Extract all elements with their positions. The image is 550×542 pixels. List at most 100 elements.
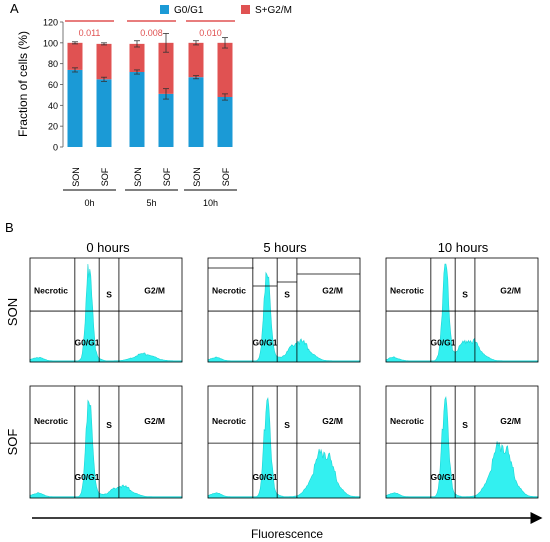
error-bar: [222, 37, 228, 49]
gate-label-necrotic: Necrotic: [390, 285, 424, 295]
bar-sg2m: [158, 42, 174, 94]
bar-sg2m: [96, 43, 112, 80]
gate-label-necrotic: Necrotic: [390, 416, 424, 426]
bar-g0g1: [217, 97, 233, 147]
gate-label-necrotic: Necrotic: [212, 416, 246, 426]
histogram-area: [385, 263, 539, 363]
gate-label-g0g1: G0/G1: [252, 472, 277, 482]
gate-label-g2m: G2/M: [500, 416, 521, 426]
gate-label-g2m: G2/M: [500, 285, 521, 295]
row-label-son: SON: [5, 298, 20, 326]
group-label: 10h: [203, 198, 218, 208]
y-axis-label: Fraction of cells (%): [16, 31, 30, 137]
column-title-0-hours: 0 hours: [86, 240, 130, 255]
x-tick-label: SOF: [100, 167, 110, 186]
x-axis-labels: SON SOF SON SOF SON SOF 0h 5h 10h: [63, 167, 237, 208]
error-bar: [163, 88, 169, 100]
histogram-area: [385, 395, 539, 499]
histogram-area: [29, 263, 183, 363]
bar-sg2m: [129, 43, 145, 72]
bar-g0g1: [96, 79, 112, 147]
histogram-cell: Necrotic S G2/M G0/G1: [385, 385, 539, 499]
y-tick-label: 0: [53, 143, 58, 153]
gate-label-g0g1: G0/G1: [430, 472, 455, 482]
error-bar: [134, 40, 140, 48]
legend: G0/G1 S+G2/M: [160, 5, 292, 16]
y-tick-label: 60: [48, 80, 58, 90]
y-tick-label: 100: [43, 38, 58, 48]
histogram-cell: Necrotic S G2/M G0/G1: [385, 257, 539, 363]
histogram-cell: Necrotic S G2/M G0/G1: [207, 385, 361, 499]
bar-sg2m: [67, 42, 83, 70]
x-tick-label: SON: [192, 167, 202, 187]
gate-label-s: S: [284, 420, 290, 430]
column-title-10-hours: 10 hours: [438, 240, 489, 255]
gate-label-necrotic: Necrotic: [212, 285, 246, 295]
x-axis-label: Fluorescence: [251, 527, 323, 541]
gate-label-s: S: [284, 289, 290, 299]
error-bar: [134, 69, 140, 75]
gate-label-g2m: G2/M: [322, 416, 343, 426]
error-bar: [193, 40, 199, 46]
gate-label-s: S: [106, 289, 112, 299]
gate-label-g0g1: G0/G1: [74, 337, 99, 347]
error-bar: [72, 41, 78, 45]
histogram-area: [207, 396, 361, 499]
legend-swatch-g0g1: [160, 5, 169, 14]
histogram-panel: B 0 hours 5 hours 10 hours SON SOF Necro…: [5, 220, 543, 541]
gate-label-s: S: [462, 289, 468, 299]
p-value-annotations: 0.011 0.008 0.010: [65, 20, 235, 38]
legend-label-g0g1: G0/G1: [174, 5, 204, 16]
panel-label-b: B: [5, 220, 14, 235]
error-bars: [72, 33, 228, 101]
y-tick-label: 20: [48, 122, 58, 132]
error-bar: [222, 93, 228, 101]
bars: [67, 42, 233, 147]
error-bar: [72, 67, 78, 73]
histogram-area: [29, 399, 183, 499]
p-value-label: 0.011: [79, 28, 101, 38]
y-axis: 0 20 40 60 80 100 120: [43, 18, 64, 153]
x-tick-label: SOF: [221, 167, 231, 186]
error-bar: [163, 33, 169, 53]
x-tick-label: SON: [133, 167, 143, 187]
histogram-area: [207, 271, 361, 363]
bar-sg2m: [188, 42, 204, 78]
histogram-cell: Necrotic S G2/M G0/G1: [207, 257, 361, 363]
bar-g0g1: [67, 69, 83, 147]
column-title-5-hours: 5 hours: [263, 240, 307, 255]
legend-swatch-sg2m: [241, 5, 250, 14]
bar-chart-panel: A G0/G1 S+G2/M Fraction of cells (%) 0 20…: [10, 1, 292, 208]
y-tick-label: 40: [48, 101, 58, 111]
bar-g0g1: [158, 93, 174, 147]
x-tick-label: SOF: [162, 167, 172, 186]
histogram-cell: Necrotic S G2/M G0/G1: [29, 385, 183, 499]
group-label: 0h: [84, 198, 94, 208]
gate-label-s: S: [106, 420, 112, 430]
y-tick-label: 120: [43, 18, 58, 28]
gate-label-g0g1: G0/G1: [252, 337, 277, 347]
group-label: 5h: [146, 198, 156, 208]
gate-label-g2m: G2/M: [144, 285, 165, 295]
y-tick-label: 80: [48, 59, 58, 69]
bar-g0g1: [129, 72, 145, 147]
error-bar: [193, 75, 199, 80]
legend-label-sg2m: S+G2/M: [255, 5, 292, 16]
p-value-label: 0.008: [140, 28, 163, 38]
panel-label-a: A: [10, 1, 19, 16]
error-bar: [101, 42, 107, 46]
gate-label-g0g1: G0/G1: [430, 337, 455, 347]
gate-label-g0g1: G0/G1: [74, 472, 99, 482]
histogram-cell: Necrotic S G2/M G0/G1: [29, 257, 183, 363]
p-value-label: 0.010: [199, 28, 222, 38]
gate-label-g2m: G2/M: [322, 285, 343, 295]
gate-label-s: S: [462, 420, 468, 430]
x-tick-label: SON: [71, 167, 81, 187]
gate-label-g2m: G2/M: [144, 416, 165, 426]
bar-sg2m: [217, 42, 233, 97]
row-label-sof: SOF: [5, 429, 20, 456]
gate-label-necrotic: Necrotic: [34, 285, 68, 295]
gate-label-necrotic: Necrotic: [34, 416, 68, 426]
